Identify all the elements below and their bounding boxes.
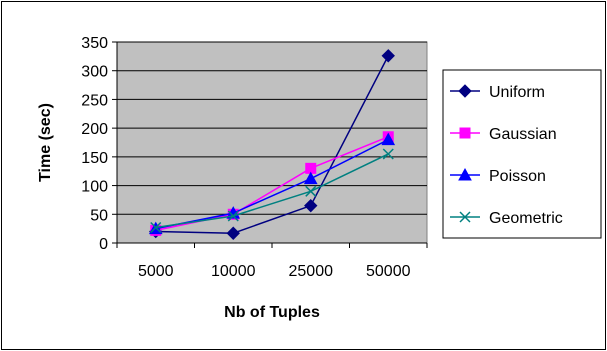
y-tick-label: 150 [81,150,108,167]
legend-item: Gaussian [450,126,557,143]
series-line [155,153,389,229]
legend-marker-diamond [458,84,472,98]
legend-label: Poisson [489,168,546,185]
series-layer [148,49,396,240]
x-axis-title: Nb of Tuples [224,304,320,321]
x-axis-ticks: 5000 10000 25000 50000 [138,263,411,280]
legend-label: Geometric [489,210,563,227]
y-tick-label: 300 [81,64,108,81]
legend-item: Uniform [450,84,545,101]
series-line [155,55,389,234]
legend-label: Uniform [489,84,545,101]
data-point-triangle [303,171,318,185]
legend: Uniform Gaussian Poisson Geometric [442,69,602,239]
x-tick-label: 25000 [289,263,334,280]
x-tick-label: 50000 [366,263,411,280]
data-point-diamond [226,226,240,240]
y-axis-ticks: 0 50 100 150 200 250 300 350 [81,35,108,253]
legend-marker-x [459,211,471,223]
data-point-x [150,221,162,234]
gridlines [117,41,427,215]
legend-item: Geometric [450,210,563,227]
legend-item: Poisson [450,167,546,185]
y-tick-label: 0 [99,236,108,253]
y-tick-label: 100 [81,179,108,196]
x-tick-label: 5000 [138,263,174,280]
legend-label: Gaussian [489,126,557,143]
series-line [155,138,389,230]
y-tick-label: 50 [90,207,108,224]
data-point-x [382,148,394,160]
x-tick-label: 10000 [211,263,256,280]
legend-marker-square [459,127,471,139]
series-geometric [150,148,394,234]
y-tick-label: 250 [81,92,108,109]
data-point-diamond [381,49,395,63]
data-point-triangle [381,132,396,146]
axes [112,41,428,248]
data-point-x [305,185,317,197]
y-tick-label: 200 [81,121,108,138]
legend-box [442,69,602,239]
data-point-diamond [304,198,318,213]
y-axis-title: Time (sec) [37,103,54,182]
y-tick-label: 350 [81,35,108,52]
data-point-x [227,210,239,222]
legend-marker-triangle [458,167,472,181]
